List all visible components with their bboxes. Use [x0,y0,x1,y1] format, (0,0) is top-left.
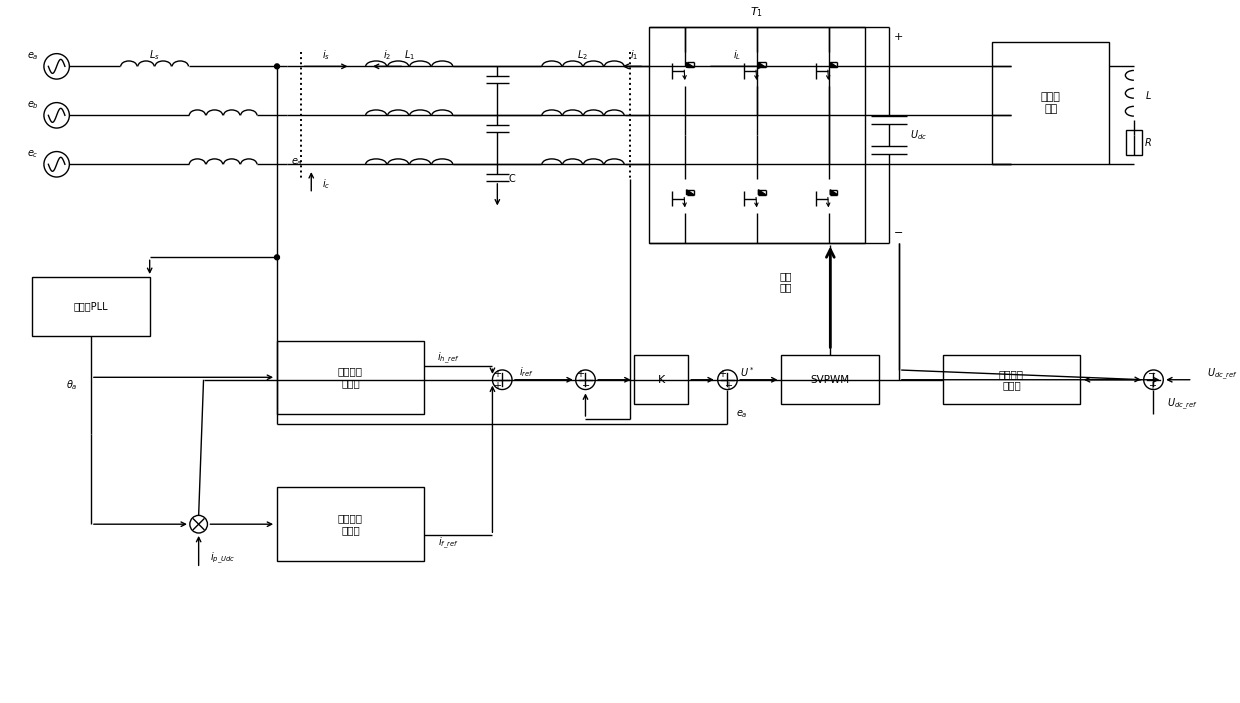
Text: $i_L$: $i_L$ [733,48,742,61]
Text: +: + [1148,380,1157,391]
Bar [942,355,1080,404]
Text: $T_1$: $T_1$ [750,6,764,20]
Text: $e_c$: $e_c$ [27,148,38,160]
Text: $L_2$: $L_2$ [577,49,588,63]
Text: C: C [508,174,516,184]
Polygon shape [759,190,765,195]
Text: $\theta_a$: $\theta_a$ [66,378,77,392]
Text: 有源
阻尼: 有源 阻尼 [780,271,792,292]
Text: $i_{p\_Udc}$: $i_{p\_Udc}$ [211,551,236,566]
Text: +: + [724,380,733,391]
Text: 锁相环PLL: 锁相环PLL [73,302,108,311]
Text: $e_a$: $e_a$ [290,156,303,168]
Text: SVPWM: SVPWM [811,375,849,385]
Text: +: + [494,380,501,391]
Polygon shape [759,63,765,67]
Text: −: − [1148,369,1157,379]
Text: +: + [718,369,725,379]
Text: K: K [657,375,665,385]
Text: $i_1$: $i_1$ [630,48,639,61]
Text: $L_1$: $L_1$ [404,49,414,63]
Circle shape [274,255,279,260]
Text: R: R [1146,138,1152,148]
Polygon shape [830,63,837,67]
Text: $L_s$: $L_s$ [149,49,160,63]
Text: $U_{dc\_ref}$: $U_{dc\_ref}$ [1167,396,1198,412]
Text: L: L [1146,91,1151,101]
Text: $e_b$: $e_b$ [27,100,38,112]
Text: −: − [894,228,904,238]
Bar [277,487,424,561]
Text: $U_{dc\_ref}$: $U_{dc\_ref}$ [1208,367,1239,382]
Text: $e_a$: $e_a$ [27,51,38,63]
Text: 基波电流
控制器: 基波电流 控制器 [339,513,363,535]
Polygon shape [687,190,694,195]
Text: $U_{dc}$: $U_{dc}$ [910,128,928,142]
Bar [635,355,688,404]
Text: $i_s$: $i_s$ [322,48,330,61]
Circle shape [274,64,279,69]
Text: 非线性
负载: 非线性 负载 [1040,92,1060,114]
Bar [32,277,150,335]
Bar [992,42,1110,165]
Text: +: + [894,32,904,42]
Text: +: + [494,369,501,379]
Text: 直流电压
控制器: 直流电压 控制器 [999,369,1024,391]
Text: $i_{h\_ref}$: $i_{h\_ref}$ [436,351,460,366]
Text: +: + [575,369,584,379]
Text: $e_a$: $e_a$ [737,408,748,420]
Polygon shape [830,190,837,195]
Polygon shape [687,63,694,67]
Text: $i_2$: $i_2$ [383,48,391,61]
Bar [1126,130,1142,155]
Text: $U^*$: $U^*$ [740,365,754,379]
Bar [277,340,424,414]
Bar [781,355,879,404]
Text: $i_{ref}$: $i_{ref}$ [520,365,534,379]
Text: 谐波电流
控制器: 谐波电流 控制器 [339,366,363,388]
Text: $i_c$: $i_c$ [322,177,330,191]
Text: $i_{f\_ref}$: $i_{f\_ref}$ [438,536,459,550]
Bar [649,27,864,243]
Text: −: − [583,380,590,391]
